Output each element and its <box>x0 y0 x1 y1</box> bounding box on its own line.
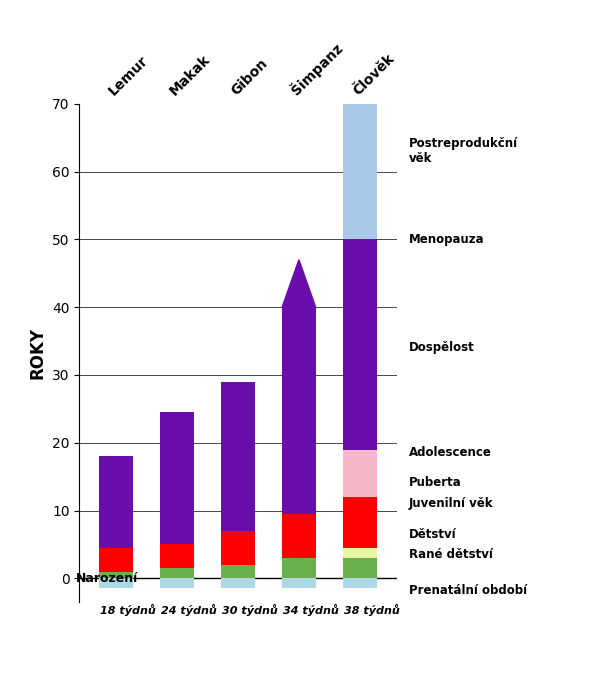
Bar <box>160 579 194 588</box>
Bar <box>282 579 316 588</box>
Text: Adolescence: Adolescence <box>409 446 492 459</box>
Bar <box>343 548 377 558</box>
Bar <box>99 579 133 588</box>
Bar <box>282 558 316 579</box>
Bar <box>343 104 377 239</box>
Text: 24 týdnů: 24 týdnů <box>162 604 217 616</box>
Text: Menopauza: Menopauza <box>409 233 484 246</box>
Bar <box>99 572 133 579</box>
Text: 18 týdnů: 18 týdnů <box>100 604 156 616</box>
Text: Rané dětství: Rané dětství <box>409 548 493 561</box>
Bar <box>160 412 194 545</box>
Bar <box>343 497 377 518</box>
Text: Šimpanz: Šimpanz <box>287 40 346 98</box>
Y-axis label: ROKY: ROKY <box>29 327 46 379</box>
Bar <box>343 579 377 588</box>
Text: Postreprodukční
věk: Postreprodukční věk <box>409 137 518 165</box>
Text: Člověk: Člověk <box>350 52 396 98</box>
Bar <box>99 456 133 548</box>
Bar <box>160 545 194 568</box>
Bar <box>221 531 255 565</box>
Bar <box>221 382 255 531</box>
Text: Gibon: Gibon <box>228 56 270 98</box>
Bar <box>221 565 255 579</box>
Bar <box>343 558 377 579</box>
Bar <box>343 239 377 450</box>
Bar <box>99 548 133 572</box>
Text: Prenatální období: Prenatální období <box>409 583 527 597</box>
Bar <box>282 307 316 514</box>
Text: Narození: Narození <box>76 572 138 585</box>
Text: Juvenilní věk: Juvenilní věk <box>409 498 493 510</box>
Bar <box>221 579 255 588</box>
Bar <box>343 450 377 497</box>
Bar <box>343 518 377 548</box>
Text: 30 týdnů: 30 týdnů <box>223 604 278 616</box>
Polygon shape <box>282 260 316 307</box>
Text: Dospělost: Dospělost <box>409 341 475 354</box>
Text: Puberta: Puberta <box>409 475 461 489</box>
Text: Makak: Makak <box>167 53 213 98</box>
Text: Dětství: Dětství <box>409 528 456 540</box>
Text: 38 týdnů: 38 týdnů <box>344 604 400 616</box>
Text: 34 týdnů: 34 týdnů <box>283 604 339 616</box>
Bar <box>282 514 316 558</box>
Text: Lemur: Lemur <box>106 53 151 98</box>
Bar <box>160 568 194 579</box>
